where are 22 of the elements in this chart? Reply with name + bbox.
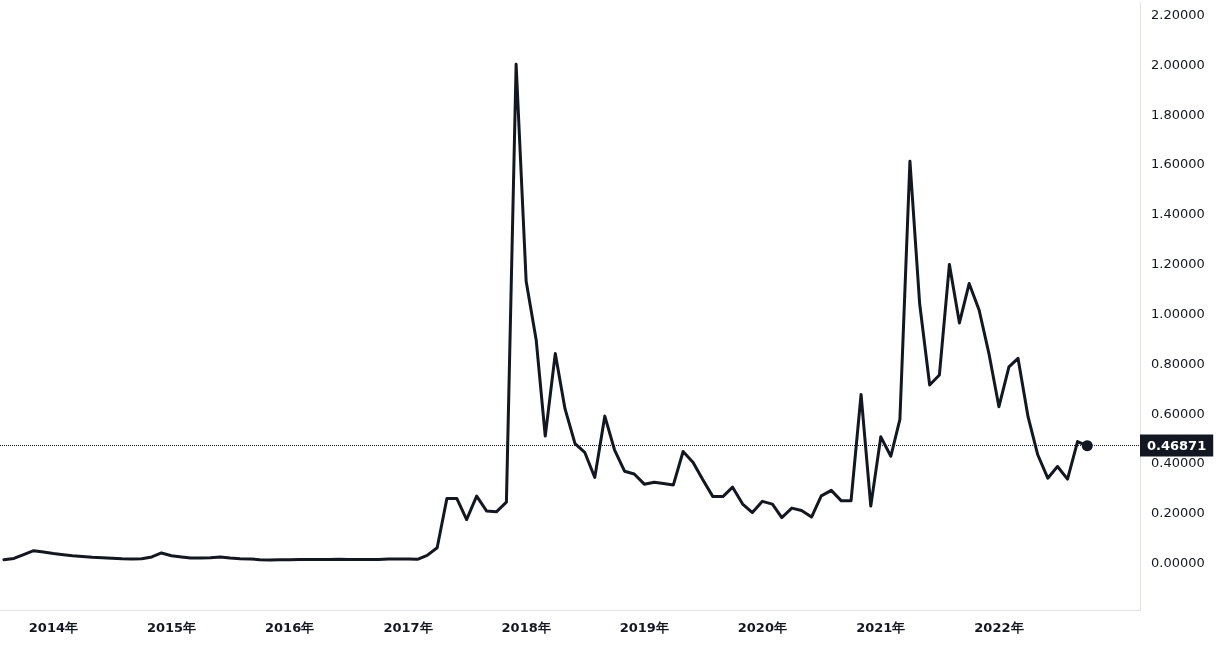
x-tick-label: 2018年 bbox=[501, 620, 551, 635]
y-tick-label: 0.20000 bbox=[1151, 505, 1205, 521]
x-tick-label: 2019年 bbox=[619, 620, 669, 635]
x-tick-label: 2022年 bbox=[974, 620, 1024, 635]
y-tick-label: 1.40000 bbox=[1151, 206, 1205, 222]
y-tick-label: 0.80000 bbox=[1151, 355, 1205, 371]
x-tick-label: 2021年 bbox=[856, 620, 906, 635]
y-tick-label: 1.20000 bbox=[1151, 256, 1205, 272]
x-tick-label: 2016年 bbox=[265, 620, 315, 635]
x-tick-label: 2017年 bbox=[383, 620, 433, 635]
y-tick-label: 2.00000 bbox=[1151, 56, 1205, 72]
y-tick-label: 1.80000 bbox=[1151, 106, 1205, 122]
x-tick-label: 2015年 bbox=[146, 620, 197, 635]
x-tick-label: 2020年 bbox=[737, 620, 787, 635]
y-tick-label: 0.00000 bbox=[1151, 555, 1205, 571]
y-tick-label: 0.60000 bbox=[1151, 405, 1205, 421]
y-tick-label: 1.60000 bbox=[1151, 156, 1205, 172]
y-tick-label: 0.40000 bbox=[1151, 455, 1205, 471]
y-tick-label: 2.20000 bbox=[1151, 6, 1205, 22]
ref-line-label: 0.46871 bbox=[1147, 438, 1207, 454]
y-tick-label: 1.00000 bbox=[1151, 305, 1205, 321]
x-tick-label: 2014年 bbox=[28, 620, 78, 635]
